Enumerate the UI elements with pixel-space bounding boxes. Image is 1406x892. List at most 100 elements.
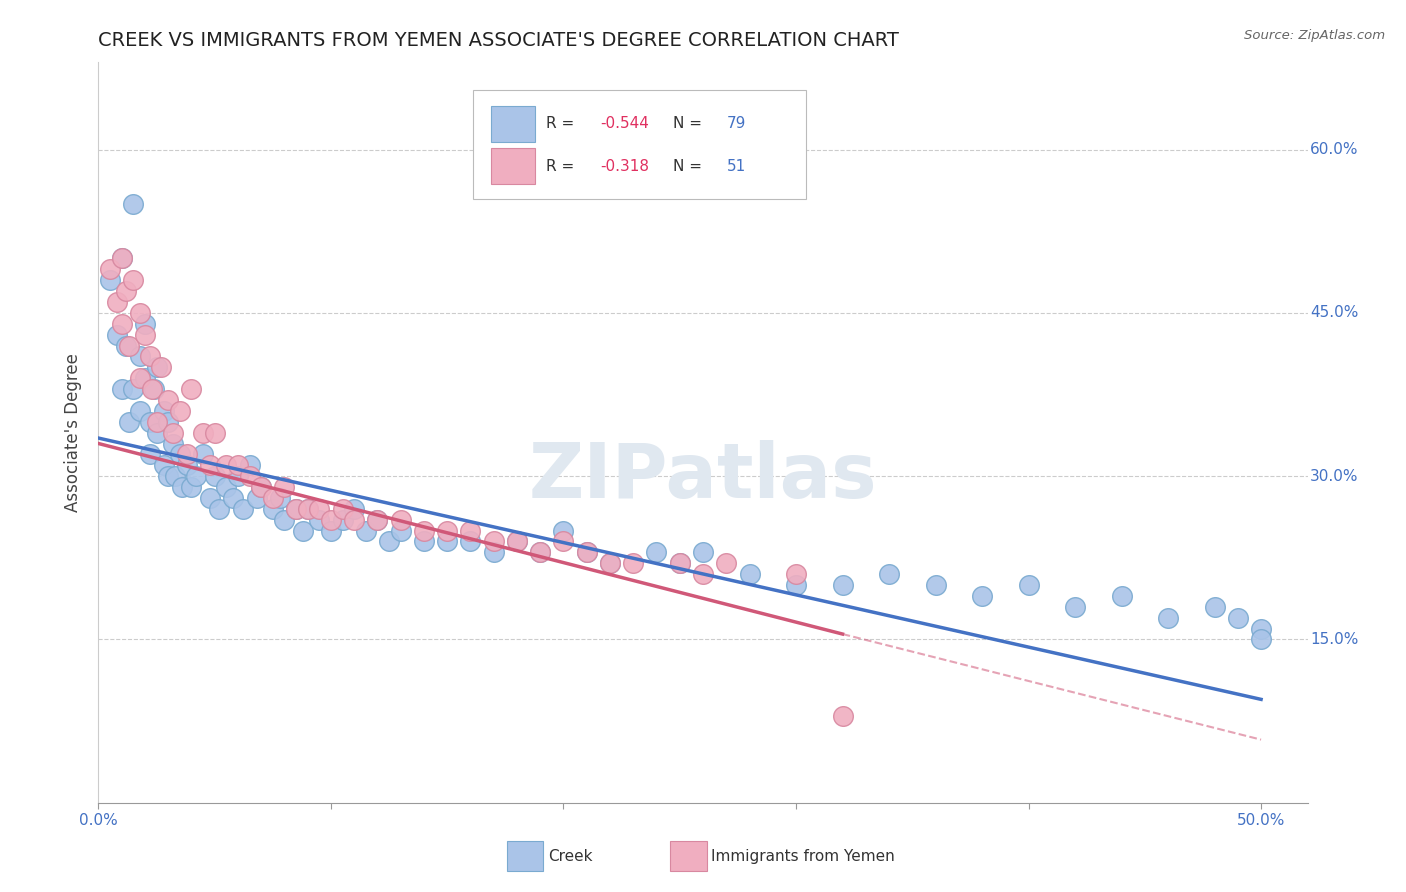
Point <box>319 524 342 538</box>
Point <box>157 469 180 483</box>
Point <box>239 458 262 473</box>
Point <box>134 317 156 331</box>
Point <box>157 392 180 407</box>
Point <box>180 382 202 396</box>
Point <box>1250 622 1272 636</box>
Point <box>245 491 267 505</box>
Point <box>152 404 174 418</box>
Point <box>111 382 134 396</box>
Point <box>599 556 621 570</box>
Point <box>460 524 482 538</box>
Point <box>204 469 226 483</box>
Text: -0.544: -0.544 <box>600 116 650 131</box>
Point <box>143 382 166 396</box>
Point <box>366 513 388 527</box>
Text: N =: N = <box>672 159 707 174</box>
Point <box>599 556 621 570</box>
Text: ZIPatlas: ZIPatlas <box>529 440 877 514</box>
Point <box>118 338 141 352</box>
Point <box>138 447 160 461</box>
Point <box>831 708 853 723</box>
Point <box>250 480 273 494</box>
Point <box>145 360 167 375</box>
Point <box>343 513 366 527</box>
Point <box>122 382 145 396</box>
Point <box>111 252 134 266</box>
Point <box>111 317 134 331</box>
Point <box>716 556 738 570</box>
Point <box>506 534 529 549</box>
Text: 45.0%: 45.0% <box>1310 305 1358 320</box>
Point <box>105 295 128 310</box>
Text: R =: R = <box>546 116 579 131</box>
Point <box>482 534 505 549</box>
Point <box>621 556 644 570</box>
Point <box>285 501 308 516</box>
Point <box>157 415 180 429</box>
Point <box>297 501 319 516</box>
Point <box>482 545 505 559</box>
Point <box>262 491 284 505</box>
Point <box>138 350 160 364</box>
Point <box>738 567 761 582</box>
Point <box>785 567 807 582</box>
Point <box>232 501 254 516</box>
Text: Creek: Creek <box>548 848 593 863</box>
Point <box>297 501 319 516</box>
Point <box>1018 578 1040 592</box>
Point <box>215 458 238 473</box>
Point <box>645 545 668 559</box>
Point <box>924 578 946 592</box>
Point <box>970 589 993 603</box>
Point <box>191 425 214 440</box>
Text: 60.0%: 60.0% <box>1310 142 1358 157</box>
Point <box>172 480 194 494</box>
Point <box>198 491 221 505</box>
Point <box>1226 611 1249 625</box>
Point <box>366 513 388 527</box>
Point <box>529 545 551 559</box>
Point <box>575 545 598 559</box>
Point <box>180 480 202 494</box>
Point <box>553 534 575 549</box>
Text: N =: N = <box>672 116 707 131</box>
Point <box>460 534 482 549</box>
Point <box>553 524 575 538</box>
Point <box>115 338 138 352</box>
Point <box>129 306 152 320</box>
Point <box>1111 589 1133 603</box>
Point <box>105 327 128 342</box>
Point <box>118 415 141 429</box>
Point <box>111 252 134 266</box>
Point <box>165 469 187 483</box>
Point <box>129 371 152 385</box>
FancyBboxPatch shape <box>671 841 707 871</box>
Point <box>191 447 214 461</box>
Point <box>176 458 198 473</box>
Point <box>389 524 412 538</box>
Point <box>332 513 354 527</box>
Point <box>1204 599 1226 614</box>
Text: 51: 51 <box>727 159 747 174</box>
Point <box>692 545 714 559</box>
Point <box>134 371 156 385</box>
Point <box>668 556 690 570</box>
Point <box>226 458 249 473</box>
Point <box>184 469 207 483</box>
Point <box>285 501 308 516</box>
Point <box>343 501 366 516</box>
Point <box>308 513 330 527</box>
Point <box>169 404 191 418</box>
Point <box>129 404 152 418</box>
Point <box>129 350 152 364</box>
Point <box>134 327 156 342</box>
Point <box>226 469 249 483</box>
Text: Source: ZipAtlas.com: Source: ZipAtlas.com <box>1244 29 1385 43</box>
Point <box>506 534 529 549</box>
Text: 79: 79 <box>727 116 747 131</box>
Point <box>1064 599 1087 614</box>
Point <box>436 524 458 538</box>
Point <box>292 524 315 538</box>
Point <box>269 491 291 505</box>
Point <box>115 284 138 298</box>
